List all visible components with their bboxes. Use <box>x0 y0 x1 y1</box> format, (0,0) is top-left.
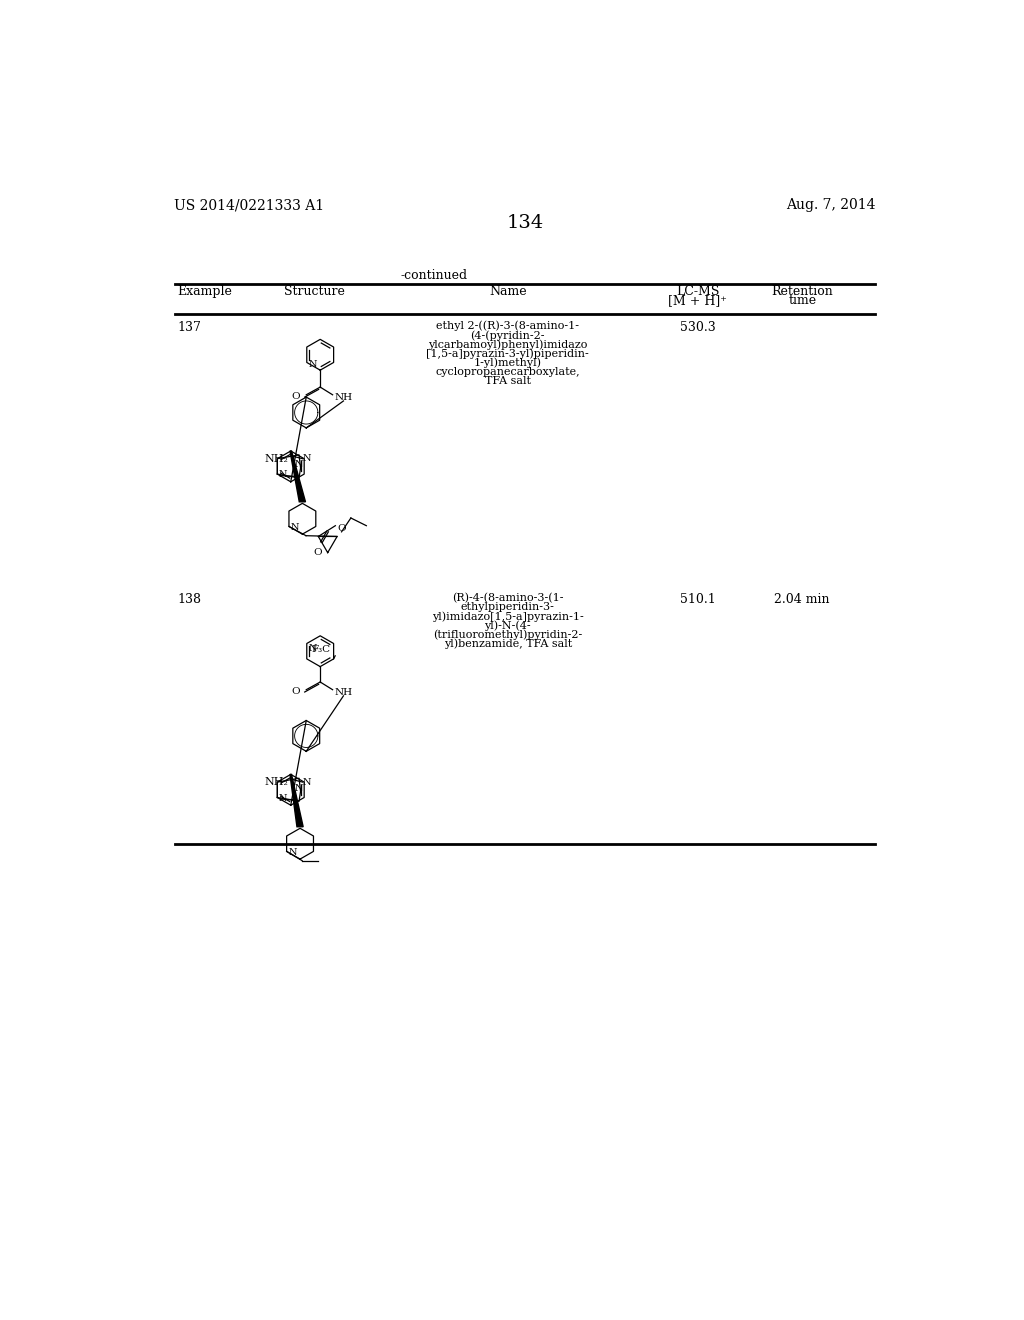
Text: 530.3: 530.3 <box>680 321 716 334</box>
Text: 1-yl)methyl): 1-yl)methyl) <box>474 358 542 368</box>
Text: Example: Example <box>177 285 232 298</box>
Text: yl)imidazo[1,5-a]pyrazin-1-: yl)imidazo[1,5-a]pyrazin-1- <box>432 611 584 622</box>
Text: Name: Name <box>488 285 526 298</box>
Text: N: N <box>294 461 303 469</box>
Text: N: N <box>308 360 316 370</box>
Text: O: O <box>337 524 345 533</box>
Text: TFA salt: TFA salt <box>484 376 530 387</box>
Text: ethyl 2-((R)-3-(8-amino-1-: ethyl 2-((R)-3-(8-amino-1- <box>436 321 580 331</box>
Text: NH₂: NH₂ <box>265 777 289 787</box>
Text: (R)-4-(8-amino-3-(1-: (R)-4-(8-amino-3-(1- <box>452 593 563 603</box>
Polygon shape <box>290 451 305 502</box>
Text: F₃C: F₃C <box>311 645 331 655</box>
Text: yl)benzamide, TFA salt: yl)benzamide, TFA salt <box>443 639 571 649</box>
Text: time: time <box>788 294 816 308</box>
Text: Structure: Structure <box>284 285 344 298</box>
Text: Retention: Retention <box>771 285 834 298</box>
Text: yl)-N-(4-: yl)-N-(4- <box>484 620 531 631</box>
Text: O: O <box>292 686 300 696</box>
Text: O: O <box>292 392 300 401</box>
Text: N: N <box>291 524 299 532</box>
Text: ethylpiperidin-3-: ethylpiperidin-3- <box>461 602 555 612</box>
Text: US 2014/0221333 A1: US 2014/0221333 A1 <box>174 198 325 213</box>
Text: 137: 137 <box>177 321 202 334</box>
Text: N: N <box>302 454 310 463</box>
Text: 2.04 min: 2.04 min <box>774 593 830 606</box>
Text: 134: 134 <box>506 214 544 232</box>
Text: ylcarbamoyl)phenyl)imidazo: ylcarbamoyl)phenyl)imidazo <box>428 339 588 350</box>
Polygon shape <box>290 775 303 826</box>
Text: NH: NH <box>334 393 352 403</box>
Text: N: N <box>308 644 316 653</box>
Text: cyclopropanecarboxylate,: cyclopropanecarboxylate, <box>435 367 580 378</box>
Text: [M + H]⁺: [M + H]⁺ <box>669 294 727 308</box>
Text: -continued: -continued <box>400 268 468 281</box>
Text: N: N <box>279 470 288 479</box>
Text: Aug. 7, 2014: Aug. 7, 2014 <box>785 198 876 213</box>
Text: LC-MS: LC-MS <box>676 285 719 298</box>
Text: N: N <box>288 849 297 857</box>
Text: N: N <box>279 793 288 803</box>
Text: 510.1: 510.1 <box>680 593 716 606</box>
Text: (trifluoromethyl)pyridin-2-: (trifluoromethyl)pyridin-2- <box>433 630 583 640</box>
Text: 138: 138 <box>177 593 202 606</box>
Text: NH: NH <box>334 688 352 697</box>
Text: N: N <box>294 784 303 792</box>
Text: (4-(pyridin-2-: (4-(pyridin-2- <box>470 330 545 341</box>
Text: N: N <box>302 777 310 787</box>
Text: [1,5-a]pyrazin-3-yl)piperidin-: [1,5-a]pyrazin-3-yl)piperidin- <box>426 348 589 359</box>
Text: O: O <box>313 548 322 557</box>
Text: NH₂: NH₂ <box>265 454 289 463</box>
